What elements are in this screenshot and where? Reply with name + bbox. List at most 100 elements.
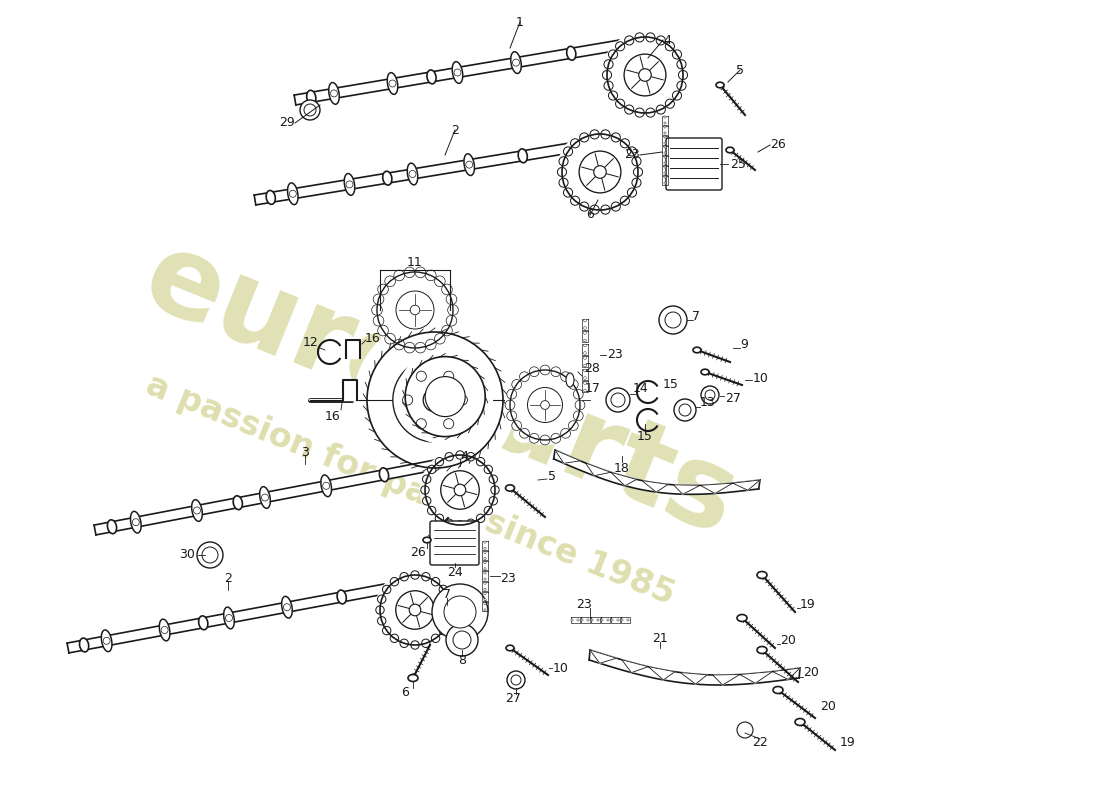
Circle shape bbox=[580, 202, 588, 211]
Circle shape bbox=[617, 619, 619, 621]
Ellipse shape bbox=[424, 538, 431, 542]
Ellipse shape bbox=[506, 485, 515, 491]
Circle shape bbox=[627, 147, 637, 156]
Circle shape bbox=[444, 617, 452, 625]
Ellipse shape bbox=[510, 52, 521, 74]
Circle shape bbox=[443, 371, 454, 382]
Text: 29: 29 bbox=[279, 117, 295, 130]
Ellipse shape bbox=[408, 674, 418, 682]
Circle shape bbox=[569, 379, 579, 390]
Ellipse shape bbox=[79, 638, 89, 652]
Circle shape bbox=[377, 326, 388, 336]
Circle shape bbox=[676, 81, 686, 90]
Circle shape bbox=[385, 334, 395, 344]
Circle shape bbox=[631, 178, 641, 187]
Ellipse shape bbox=[337, 590, 346, 604]
Circle shape bbox=[484, 568, 486, 570]
Circle shape bbox=[372, 266, 459, 354]
Circle shape bbox=[262, 494, 268, 501]
Circle shape bbox=[624, 54, 666, 96]
Circle shape bbox=[512, 421, 521, 430]
Text: 23: 23 bbox=[576, 598, 592, 610]
Circle shape bbox=[646, 33, 654, 42]
Circle shape bbox=[701, 386, 719, 404]
Circle shape bbox=[587, 619, 590, 621]
Circle shape bbox=[289, 190, 296, 198]
Circle shape bbox=[679, 404, 691, 416]
Circle shape bbox=[576, 619, 579, 621]
Text: 14: 14 bbox=[632, 382, 649, 394]
Ellipse shape bbox=[344, 174, 354, 195]
Text: 2: 2 bbox=[224, 571, 232, 585]
Polygon shape bbox=[641, 481, 668, 492]
Text: 5: 5 bbox=[548, 470, 556, 482]
Text: 5: 5 bbox=[736, 63, 744, 77]
Ellipse shape bbox=[452, 62, 463, 83]
Text: 19: 19 bbox=[800, 598, 816, 611]
Circle shape bbox=[659, 306, 688, 334]
Polygon shape bbox=[610, 472, 637, 486]
Circle shape bbox=[161, 626, 168, 634]
Text: 4: 4 bbox=[460, 450, 467, 462]
Polygon shape bbox=[680, 673, 707, 684]
Circle shape bbox=[627, 619, 629, 621]
Circle shape bbox=[612, 202, 620, 211]
Circle shape bbox=[436, 458, 443, 466]
Circle shape bbox=[672, 50, 682, 59]
Text: 15: 15 bbox=[637, 430, 653, 443]
Circle shape bbox=[410, 306, 420, 314]
Ellipse shape bbox=[131, 511, 141, 533]
Circle shape bbox=[439, 586, 448, 594]
Circle shape bbox=[490, 497, 497, 505]
Ellipse shape bbox=[160, 619, 169, 641]
Circle shape bbox=[584, 382, 586, 384]
Ellipse shape bbox=[773, 686, 783, 694]
Text: 4: 4 bbox=[663, 34, 671, 46]
Text: 9: 9 bbox=[740, 338, 748, 351]
Circle shape bbox=[558, 167, 566, 177]
Circle shape bbox=[484, 588, 486, 590]
Ellipse shape bbox=[701, 370, 710, 374]
Circle shape bbox=[666, 99, 674, 108]
Circle shape bbox=[664, 152, 667, 154]
Circle shape bbox=[330, 90, 338, 97]
Circle shape bbox=[439, 626, 448, 634]
Circle shape bbox=[353, 318, 517, 482]
Circle shape bbox=[373, 294, 384, 305]
Circle shape bbox=[737, 722, 754, 738]
Circle shape bbox=[505, 400, 515, 410]
Circle shape bbox=[608, 50, 617, 59]
Text: 23: 23 bbox=[625, 149, 640, 162]
Ellipse shape bbox=[233, 496, 242, 510]
Circle shape bbox=[679, 70, 688, 79]
Circle shape bbox=[584, 364, 586, 367]
Ellipse shape bbox=[795, 718, 805, 726]
Text: 10: 10 bbox=[553, 662, 569, 674]
Circle shape bbox=[444, 596, 476, 628]
Circle shape bbox=[594, 166, 606, 178]
Circle shape bbox=[631, 157, 641, 166]
Circle shape bbox=[284, 604, 290, 610]
Text: 7: 7 bbox=[443, 589, 451, 602]
Circle shape bbox=[426, 339, 436, 350]
Circle shape bbox=[580, 133, 588, 142]
Circle shape bbox=[639, 69, 651, 82]
Text: 24: 24 bbox=[447, 566, 463, 578]
Circle shape bbox=[664, 122, 667, 124]
Circle shape bbox=[584, 389, 586, 392]
Circle shape bbox=[226, 614, 232, 622]
Circle shape bbox=[458, 395, 468, 405]
Circle shape bbox=[529, 434, 539, 443]
Polygon shape bbox=[294, 40, 620, 105]
Text: 26: 26 bbox=[770, 138, 785, 151]
Polygon shape bbox=[713, 674, 740, 685]
Circle shape bbox=[584, 326, 586, 330]
Circle shape bbox=[584, 377, 586, 379]
Circle shape bbox=[657, 105, 665, 114]
Ellipse shape bbox=[383, 171, 392, 185]
Circle shape bbox=[441, 470, 480, 510]
Ellipse shape bbox=[260, 486, 271, 508]
Circle shape bbox=[590, 205, 600, 214]
Circle shape bbox=[620, 619, 623, 621]
Text: 11: 11 bbox=[407, 255, 422, 269]
